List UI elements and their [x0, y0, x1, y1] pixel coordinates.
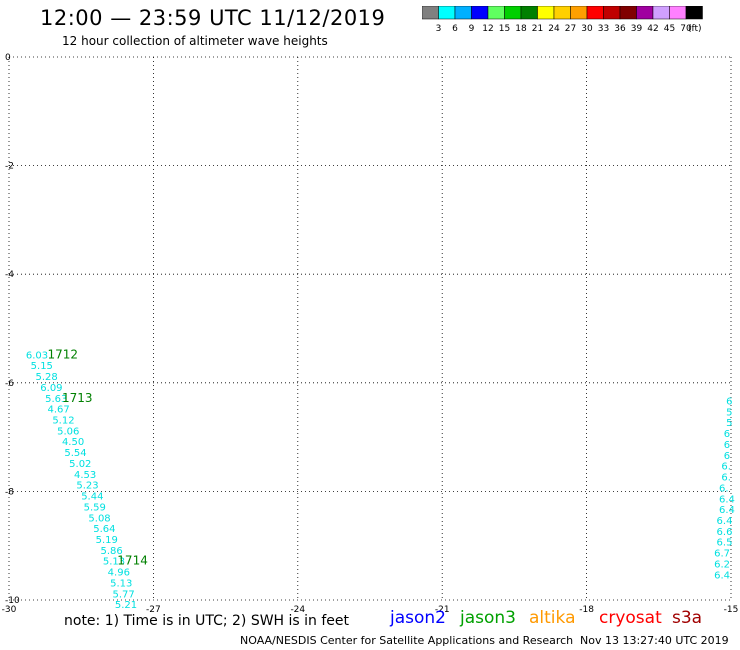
- map-subtitle: 12 hour collection of altimeter wave hei…: [62, 34, 328, 48]
- legend-jason3: jason3: [460, 608, 516, 628]
- wave-height-value: 5.08: [88, 513, 110, 524]
- wave-height-value: 6.2: [714, 559, 730, 570]
- wave-height-value: 5.63: [45, 394, 67, 405]
- legend-jason2: jason2: [390, 608, 446, 628]
- legend-label: 3: [436, 24, 442, 34]
- wave-height-value: 5.02: [69, 459, 91, 470]
- wave-height-value: 4.50: [62, 437, 84, 448]
- legend-label: 21: [532, 24, 543, 34]
- wave-height-value: 6.: [721, 462, 731, 473]
- map-title: 12:00 — 23:59 UTC 11/12/2019: [40, 6, 386, 30]
- wave-height-value: 5: [726, 407, 732, 418]
- wave-height-value: 6.6: [717, 527, 733, 538]
- wave-height-value: 5.23: [76, 481, 98, 492]
- wave-height-value: 6.4: [717, 516, 733, 527]
- legend-label: 9: [469, 24, 475, 34]
- wave-height-value: 5.13: [110, 578, 132, 589]
- wave-height-value: 6: [724, 440, 730, 451]
- wave-height-value: 6.4: [714, 570, 730, 581]
- legend-label: 39: [631, 24, 643, 34]
- wave-height-value: 5.06: [57, 426, 79, 437]
- wave-height-value: 5.54: [64, 448, 86, 459]
- wave-height-value: 6.: [719, 483, 729, 494]
- legend-label: 12: [482, 24, 493, 34]
- wave-height-value: 5.64: [93, 524, 115, 535]
- credit-line: NOAA/NESDIS Center for Satellite Applica…: [240, 634, 574, 647]
- y-tick-label: -8: [5, 487, 14, 497]
- wave-height-value: 6.: [721, 473, 731, 484]
- legend-swatch: [685, 6, 703, 20]
- wave-height-value: 5.77: [112, 589, 134, 600]
- wave-height-value: 6.4: [719, 494, 735, 505]
- legend-label: 27: [565, 24, 576, 34]
- pass-time-labels: 1712 1713 1714: [48, 347, 148, 567]
- x-tick-label: -21: [435, 605, 450, 615]
- wave-height-value: 5.44: [81, 492, 103, 503]
- legend-cryosat: cryosat: [599, 608, 662, 628]
- wave-height-value: 6.09: [40, 383, 62, 394]
- pass-time-label: 1713: [62, 391, 93, 405]
- legend-label: 18: [515, 24, 527, 34]
- wave-height-value: 5.19: [96, 535, 118, 546]
- wave-height-value: 5.12: [52, 416, 74, 427]
- graticule: [8, 56, 732, 601]
- wave-height-value: 6.5: [717, 538, 733, 549]
- wave-height-value: 6: [724, 451, 730, 462]
- wave-height-value: 5.59: [84, 502, 106, 513]
- wave-height-value: 4.53: [74, 470, 96, 481]
- y-tick-label: -2: [5, 162, 14, 172]
- legend-label: 24: [548, 24, 560, 34]
- wave-height-value: 6.7: [714, 549, 730, 560]
- legend-altika: altika: [529, 608, 576, 628]
- wave-height-labels: 6.035.155.286.095.634.675.125.064.505.54…: [26, 350, 735, 611]
- legend-label: 70: [680, 24, 692, 34]
- wave-height-value: 5.13: [103, 557, 125, 568]
- legend-label: 45: [664, 24, 675, 34]
- wave-height-value: 6: [724, 429, 730, 440]
- wave-height-value: 5: [726, 418, 732, 429]
- y-tick-label: 0: [5, 53, 11, 63]
- wave-height-value: 6.4: [719, 505, 735, 516]
- x-tick-label: -24: [290, 605, 305, 615]
- legend-label: 30: [581, 24, 593, 34]
- y-tick-label: -6: [5, 379, 14, 389]
- wave-height-value: 5.86: [100, 546, 122, 557]
- generated-timestamp: Nov 13 13:27:40 UTC 2019: [580, 634, 729, 647]
- wave-height-value: 6.03: [26, 350, 48, 361]
- wave-height-value: 6: [726, 397, 732, 408]
- legend-label: 15: [499, 24, 510, 34]
- pass-time-label: 1714: [117, 554, 148, 568]
- y-tick-label: -10: [5, 596, 20, 606]
- wave-height-value: 4.67: [48, 405, 70, 416]
- x-tick-label: -27: [146, 605, 161, 615]
- legend-label: 6: [452, 24, 458, 34]
- legend-s3a: s3a: [672, 608, 703, 628]
- x-tick-label: -30: [2, 605, 17, 615]
- y-tick-label: -4: [5, 270, 14, 280]
- legend-label: 36: [614, 24, 626, 34]
- wave-height-value: 5.21: [115, 600, 137, 611]
- footer-note: note: 1) Time is in UTC; 2) SWH is in fe…: [64, 613, 350, 629]
- legend-label: 33: [598, 24, 609, 34]
- wave-height-value: 4.96: [108, 568, 130, 579]
- legend-label: 42: [647, 24, 658, 34]
- wave-height-color-legend: 3 6 9 12 15 18 21 24 27 30 33 36 39 42 45 70(ft): [422, 6, 703, 34]
- legend-unit: (ft): [688, 24, 702, 34]
- x-tick-label: -18: [579, 605, 594, 615]
- x-tick-label: -15: [724, 605, 739, 615]
- wave-height-value: 5.28: [35, 372, 57, 383]
- pass-time-label: 1712: [48, 347, 79, 361]
- wave-height-value: 5.15: [31, 361, 53, 372]
